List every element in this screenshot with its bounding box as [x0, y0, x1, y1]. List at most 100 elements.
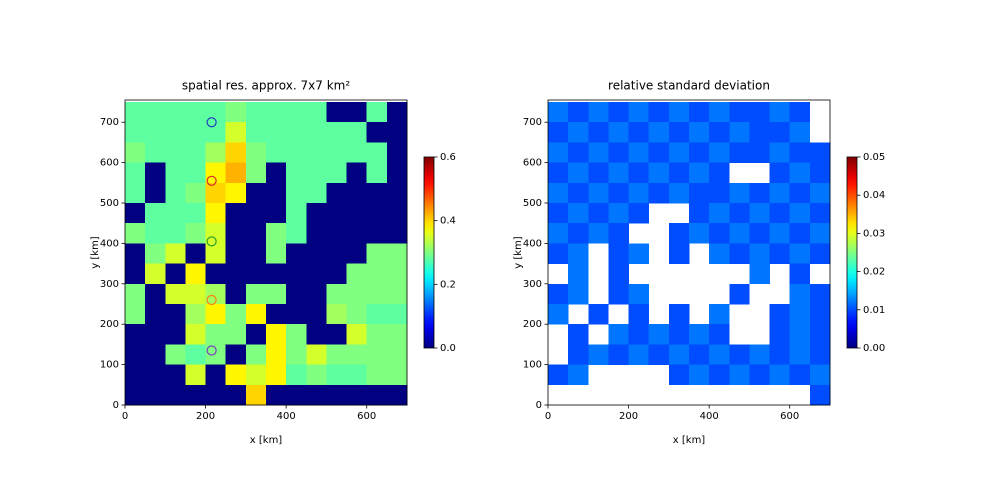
heatmap-cell	[769, 243, 791, 264]
y-tick-label: 100	[523, 360, 542, 371]
heatmap-cell	[386, 263, 408, 285]
heatmap-cell	[689, 182, 710, 204]
heatmap-cell	[125, 364, 146, 386]
heatmap-cell	[809, 283, 831, 305]
heatmap-cell	[125, 122, 146, 143]
heatmap-cell	[568, 203, 589, 224]
heatmap-cell	[326, 324, 347, 345]
heatmap-cell	[225, 283, 247, 305]
heatmap-cell	[185, 304, 206, 325]
heatmap-cell	[568, 223, 589, 244]
heatmap-cell	[145, 162, 166, 184]
heatmap-cell	[306, 243, 327, 264]
heatmap-cell	[588, 182, 609, 204]
heatmap-cell	[749, 223, 770, 244]
heatmap-cell	[266, 384, 287, 406]
heatmap-cell	[548, 283, 569, 305]
heatmap-cell	[608, 122, 629, 143]
heatmap-cell	[366, 304, 388, 325]
heatmap-cell	[548, 102, 569, 123]
heatmap-cell	[145, 344, 166, 365]
heatmap-cell	[165, 304, 186, 325]
heatmap-cell	[689, 324, 710, 345]
heatmap-cell	[689, 142, 710, 163]
heatmap-cell	[568, 364, 589, 386]
heatmap-cell	[588, 162, 609, 184]
heatmap-cell	[729, 102, 750, 123]
heatmap-cell	[729, 223, 750, 244]
heatmap-cell	[326, 364, 347, 386]
heatmap-cell	[628, 283, 650, 305]
y-tick-label: 700	[523, 117, 542, 128]
heatmap-cell	[245, 324, 267, 345]
heatmap-cell	[568, 182, 589, 204]
heatmap-cell	[386, 102, 408, 123]
heatmap-cell	[205, 324, 227, 345]
heatmap-cell	[205, 182, 227, 204]
heatmap-cell	[769, 142, 791, 163]
heatmap-cell	[809, 182, 831, 204]
heatmap-cell	[346, 122, 368, 143]
chart-title: spatial res. approx. 7x7 km²	[182, 79, 350, 93]
heatmap-cell	[125, 203, 146, 224]
heatmap-cell	[366, 263, 388, 285]
heatmap-cell	[205, 223, 227, 244]
heatmap-cell	[125, 263, 146, 285]
heatmap-cell	[125, 162, 146, 184]
heatmap-cell	[266, 223, 287, 244]
heatmap-cell	[245, 122, 267, 143]
heatmap-cell	[366, 142, 388, 163]
heatmap-cell	[709, 162, 730, 184]
heatmap-cell	[185, 223, 206, 244]
heatmap-cell	[286, 344, 307, 365]
heatmap-cell	[306, 364, 327, 386]
heatmap-cell	[588, 304, 609, 325]
colorbar-tick-label: 0.04	[863, 190, 885, 201]
heatmap-cell	[689, 122, 710, 143]
x-tick-label: 0	[545, 411, 551, 422]
heatmap-cell	[205, 344, 227, 365]
heatmap-cell	[225, 142, 247, 163]
colorbar-tick-label: 0.03	[863, 228, 885, 239]
heatmap-cell	[286, 142, 307, 163]
heatmap-cell	[185, 324, 206, 345]
heatmap-cell	[769, 122, 791, 143]
heatmap-cell	[185, 344, 206, 365]
y-axis-label: y [km]	[90, 236, 101, 269]
heatmap-cell	[306, 203, 327, 224]
y-tick-label: 300	[523, 279, 542, 290]
heatmap-cell	[749, 364, 770, 386]
heatmap-cell	[628, 162, 650, 184]
heatmap-cell	[165, 223, 186, 244]
heatmap-cell	[266, 324, 287, 345]
heatmap-cell	[769, 203, 791, 224]
heatmap-cell	[648, 122, 670, 143]
x-tick-label: 600	[780, 411, 799, 422]
heatmap-cell	[608, 223, 629, 244]
heatmap-cell	[346, 384, 368, 406]
heatmap-cell	[185, 122, 206, 143]
heatmap-cell	[145, 102, 166, 123]
heatmap-cell	[568, 243, 589, 264]
marker	[206, 236, 217, 247]
heatmap-cell	[789, 102, 811, 123]
heatmap-cell	[205, 364, 227, 386]
plot-frame	[124, 99, 408, 406]
heatmap-cell	[588, 223, 609, 244]
heatmap-cell	[346, 304, 368, 325]
heatmap-cell	[185, 263, 206, 285]
heatmap-cell	[366, 283, 388, 305]
heatmap-cell	[568, 142, 589, 163]
heatmap-cell	[689, 344, 710, 365]
heatmap-cell	[326, 283, 347, 305]
heatmap-cell	[628, 344, 650, 365]
heatmap-cell	[266, 263, 287, 285]
heatmap-cell	[326, 263, 347, 285]
heatmap-cell	[386, 122, 408, 143]
heatmap-cell	[286, 182, 307, 204]
y-tick-label: 400	[523, 238, 542, 249]
heatmap-cell	[386, 243, 408, 264]
heatmap-cell	[306, 102, 327, 123]
heatmap-cell	[306, 142, 327, 163]
heatmap-cell	[588, 122, 609, 143]
